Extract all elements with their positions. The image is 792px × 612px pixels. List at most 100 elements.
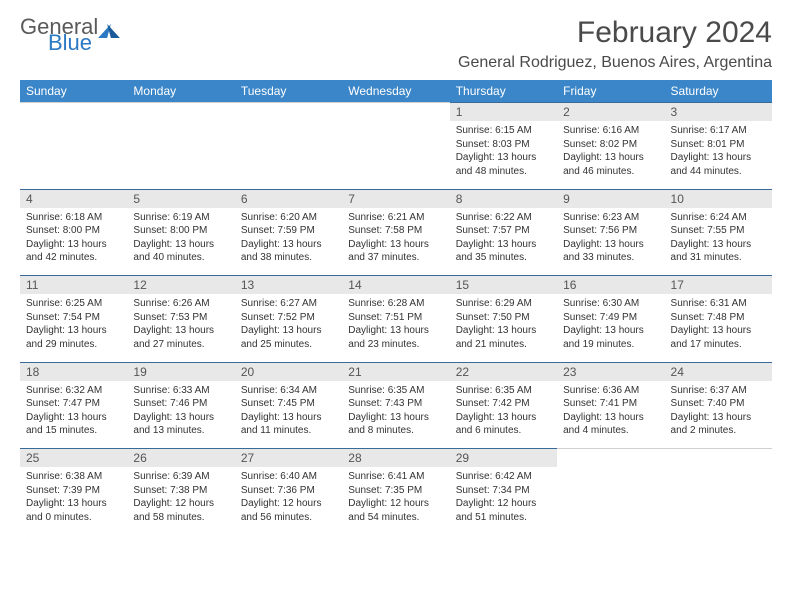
day-number-cell: 21 (342, 362, 449, 381)
day-detail-row: Sunrise: 6:38 AMSunset: 7:39 PMDaylight:… (20, 467, 772, 535)
day-detail-cell: Sunrise: 6:42 AMSunset: 7:34 PMDaylight:… (450, 467, 557, 535)
weekday-header: Monday (127, 80, 234, 103)
sunrise-text: Sunrise: 6:30 AM (563, 297, 658, 311)
day-number-row: 18192021222324 (20, 362, 772, 381)
sunset-text: Sunset: 7:51 PM (348, 311, 443, 325)
sunset-text: Sunset: 7:35 PM (348, 484, 443, 498)
sunset-text: Sunset: 7:59 PM (241, 224, 336, 238)
daylight-line2: and 25 minutes. (241, 338, 336, 352)
sunset-text: Sunset: 7:54 PM (26, 311, 121, 325)
day-number-cell: 13 (235, 276, 342, 295)
day-detail-cell: Sunrise: 6:35 AMSunset: 7:42 PMDaylight:… (450, 381, 557, 449)
day-detail-cell (665, 467, 772, 535)
sunrise-text: Sunrise: 6:29 AM (456, 297, 551, 311)
sunrise-text: Sunrise: 6:37 AM (671, 384, 766, 398)
daylight-line2: and 21 minutes. (456, 338, 551, 352)
day-detail-cell: Sunrise: 6:39 AMSunset: 7:38 PMDaylight:… (127, 467, 234, 535)
daylight-line1: Daylight: 13 hours (671, 238, 766, 252)
daylight-line1: Daylight: 13 hours (456, 324, 551, 338)
sunrise-text: Sunrise: 6:25 AM (26, 297, 121, 311)
sunrise-text: Sunrise: 6:24 AM (671, 211, 766, 225)
day-detail-cell: Sunrise: 6:36 AMSunset: 7:41 PMDaylight:… (557, 381, 664, 449)
daylight-line1: Daylight: 13 hours (671, 151, 766, 165)
weekday-header-row: SundayMondayTuesdayWednesdayThursdayFrid… (20, 80, 772, 103)
weekday-header: Sunday (20, 80, 127, 103)
daylight-line1: Daylight: 12 hours (348, 497, 443, 511)
sunset-text: Sunset: 7:46 PM (133, 397, 228, 411)
day-number-cell: 18 (20, 362, 127, 381)
day-number-cell: 10 (665, 189, 772, 208)
daylight-line2: and 2 minutes. (671, 424, 766, 438)
sunrise-text: Sunrise: 6:42 AM (456, 470, 551, 484)
day-detail-cell (235, 121, 342, 189)
daylight-line1: Daylight: 13 hours (133, 324, 228, 338)
day-detail-cell: Sunrise: 6:17 AMSunset: 8:01 PMDaylight:… (665, 121, 772, 189)
weekday-header: Saturday (665, 80, 772, 103)
sunset-text: Sunset: 7:58 PM (348, 224, 443, 238)
day-detail-cell: Sunrise: 6:16 AMSunset: 8:02 PMDaylight:… (557, 121, 664, 189)
weekday-header: Wednesday (342, 80, 449, 103)
daylight-line1: Daylight: 12 hours (133, 497, 228, 511)
day-detail-cell: Sunrise: 6:34 AMSunset: 7:45 PMDaylight:… (235, 381, 342, 449)
day-number-row: 123 (20, 103, 772, 122)
daylight-line1: Daylight: 13 hours (348, 411, 443, 425)
daylight-line1: Daylight: 13 hours (456, 238, 551, 252)
day-number-cell: 19 (127, 362, 234, 381)
day-number-row: 11121314151617 (20, 276, 772, 295)
sunrise-text: Sunrise: 6:35 AM (456, 384, 551, 398)
day-number-cell: 24 (665, 362, 772, 381)
day-number-cell: 3 (665, 103, 772, 122)
day-number-cell (342, 103, 449, 122)
day-number-cell: 23 (557, 362, 664, 381)
daylight-line1: Daylight: 13 hours (671, 324, 766, 338)
daylight-line2: and 56 minutes. (241, 511, 336, 525)
daylight-line1: Daylight: 13 hours (563, 151, 658, 165)
daylight-line2: and 8 minutes. (348, 424, 443, 438)
title-block: February 2024 General Rodriguez, Buenos … (458, 16, 772, 72)
day-detail-cell: Sunrise: 6:33 AMSunset: 7:46 PMDaylight:… (127, 381, 234, 449)
daylight-line1: Daylight: 13 hours (456, 411, 551, 425)
sunrise-text: Sunrise: 6:31 AM (671, 297, 766, 311)
daylight-line1: Daylight: 13 hours (241, 238, 336, 252)
weekday-header: Tuesday (235, 80, 342, 103)
sunrise-text: Sunrise: 6:32 AM (26, 384, 121, 398)
sunset-text: Sunset: 7:39 PM (26, 484, 121, 498)
sunrise-text: Sunrise: 6:17 AM (671, 124, 766, 138)
day-number-cell: 6 (235, 189, 342, 208)
day-detail-cell: Sunrise: 6:40 AMSunset: 7:36 PMDaylight:… (235, 467, 342, 535)
sunset-text: Sunset: 7:47 PM (26, 397, 121, 411)
day-detail-cell (127, 121, 234, 189)
sunset-text: Sunset: 7:52 PM (241, 311, 336, 325)
daylight-line2: and 13 minutes. (133, 424, 228, 438)
daylight-line1: Daylight: 13 hours (26, 238, 121, 252)
daylight-line2: and 54 minutes. (348, 511, 443, 525)
day-detail-row: Sunrise: 6:18 AM Sunset: 8:00 PM Daylight:… (20, 208, 772, 276)
daylight-line1: Daylight: 13 hours (26, 411, 121, 425)
day-detail-cell: Sunrise: 6:23 AMSunset: 7:56 PMDaylight:… (557, 208, 664, 276)
sunset-text: Sunset: 7:53 PM (133, 311, 228, 325)
daylight-line2: and 48 minutes. (456, 165, 551, 179)
daylight-line1: Daylight: 13 hours (26, 324, 121, 338)
sunset-text: Sunset: 8:00 PM (133, 224, 228, 238)
sunset-text: Sunset: 7:40 PM (671, 397, 766, 411)
sunset-text: Sunset: 7:36 PM (241, 484, 336, 498)
daylight-line2: and 35 minutes. (456, 251, 551, 265)
sunset-text: Sunset: 8:01 PM (671, 138, 766, 152)
sunrise-text: Sunrise: 6:34 AM (241, 384, 336, 398)
day-number-cell: 29 (450, 449, 557, 468)
day-number-cell: 12 (127, 276, 234, 295)
sunrise-text: Sunrise: 6:18 AM (26, 211, 121, 225)
day-number-cell: 14 (342, 276, 449, 295)
day-number-cell: 4 (20, 189, 127, 208)
day-detail-cell (342, 121, 449, 189)
day-number-cell: 28 (342, 449, 449, 468)
day-detail-cell (20, 121, 127, 189)
day-number-cell: 11 (20, 276, 127, 295)
sunrise-text: Sunrise: 6:22 AM (456, 211, 551, 225)
day-detail-cell: Sunrise: 6:38 AMSunset: 7:39 PMDaylight:… (20, 467, 127, 535)
day-detail-cell: Sunrise: 6:37 AMSunset: 7:40 PMDaylight:… (665, 381, 772, 449)
weekday-header: Friday (557, 80, 664, 103)
day-number-cell (235, 103, 342, 122)
daylight-line1: Daylight: 13 hours (241, 324, 336, 338)
sunset-text: Sunset: 7:38 PM (133, 484, 228, 498)
